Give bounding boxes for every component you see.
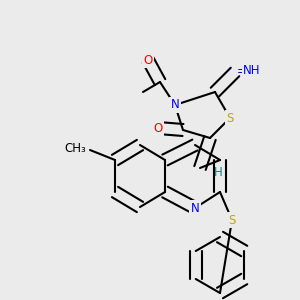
Text: N: N <box>171 98 179 112</box>
Text: O: O <box>143 53 153 67</box>
Text: NH: NH <box>243 64 260 76</box>
Text: H: H <box>214 166 223 178</box>
Text: O: O <box>153 122 163 134</box>
Text: S: S <box>226 112 234 124</box>
Text: S: S <box>228 214 236 226</box>
Text: =: = <box>237 65 247 79</box>
Text: CH₃: CH₃ <box>64 142 86 154</box>
Text: N: N <box>190 202 200 214</box>
